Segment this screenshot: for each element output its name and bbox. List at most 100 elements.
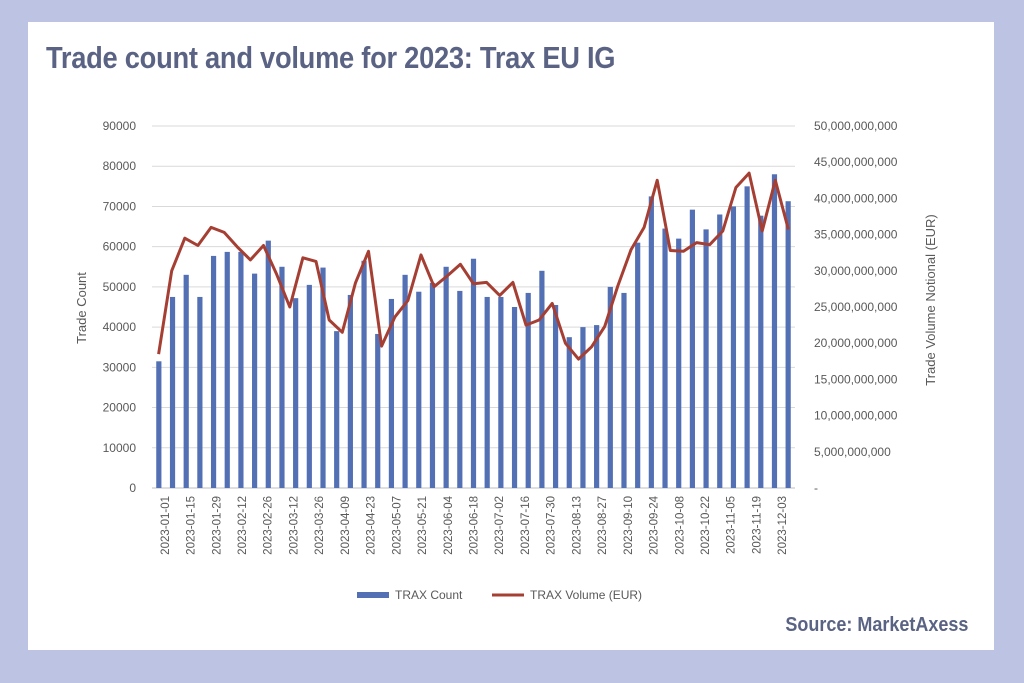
y2-tick-label: - xyxy=(814,481,818,495)
bar xyxy=(402,274,408,488)
bar xyxy=(347,294,353,488)
y2-tick-label: 50,000,000,000 xyxy=(814,119,898,133)
y-axis-label: Trade Count xyxy=(74,272,89,344)
x-tick-label: 2023-08-13 xyxy=(571,496,583,555)
x-tick-label: 2023-06-04 xyxy=(443,495,455,554)
bar xyxy=(306,284,312,488)
y2-tick-label: 10,000,000,000 xyxy=(814,409,898,423)
x-tick-label: 2023-04-23 xyxy=(366,496,378,555)
y2-tick-label: 35,000,000,000 xyxy=(814,228,898,242)
bar xyxy=(511,307,518,488)
bar xyxy=(265,240,271,488)
x-tick-label: 2023-12-03 xyxy=(777,496,789,555)
bar xyxy=(566,337,572,488)
bar-series-trax-count xyxy=(156,174,791,489)
y2-tick-label: 45,000,000,000 xyxy=(814,155,898,169)
y-tick-label: 20000 xyxy=(103,401,137,415)
y2-tick-label: 5,000,000,000 xyxy=(814,445,891,459)
bar xyxy=(238,251,244,488)
bar xyxy=(785,201,791,488)
x-tick-label: 2023-02-12 xyxy=(237,496,249,555)
page-title: Trade count and volume for 2023: Trax EU… xyxy=(46,40,616,75)
bar xyxy=(183,274,189,488)
bar xyxy=(334,331,340,488)
bar xyxy=(758,215,764,488)
bar xyxy=(594,325,600,488)
y-tick-label: 30000 xyxy=(103,360,137,374)
bar xyxy=(252,273,258,488)
y-tick-label: 90000 xyxy=(103,119,137,133)
bar xyxy=(662,228,668,489)
x-tick-label: 2023-11-19 xyxy=(751,496,763,554)
x-tick-label: 2023-02-26 xyxy=(263,496,275,555)
x-tick-label: 2023-03-12 xyxy=(289,496,301,555)
bar xyxy=(156,361,162,488)
x-tick-label: 2023-08-27 xyxy=(597,496,609,555)
bar xyxy=(771,174,778,488)
bar xyxy=(607,286,613,488)
bar xyxy=(457,290,463,488)
bar xyxy=(279,266,285,488)
y-tick-label: 50000 xyxy=(103,280,137,294)
y-tick-label: 40000 xyxy=(103,320,137,334)
bar xyxy=(416,291,422,488)
source-label: Source: MarketAxess xyxy=(784,614,968,636)
y2-tick-label: 25,000,000,000 xyxy=(814,300,898,314)
legend-label-trax-volume: TRAX Volume (EUR) xyxy=(530,588,642,602)
chart-panel xyxy=(28,22,994,650)
bar xyxy=(580,327,586,488)
bar xyxy=(689,209,695,488)
bar xyxy=(361,260,367,488)
x-tick-label: 2023-06-18 xyxy=(469,496,481,555)
legend: TRAX Count TRAX Volume (EUR) xyxy=(357,588,642,602)
y2-tick-label: 15,000,000,000 xyxy=(814,372,898,386)
bar xyxy=(320,267,326,488)
x-tick-label: 2023-01-01 xyxy=(160,496,172,555)
bar xyxy=(224,251,230,488)
line-series-trax-volume xyxy=(157,171,790,361)
bar xyxy=(293,298,299,488)
bar xyxy=(744,186,750,489)
bar xyxy=(498,296,504,488)
bar xyxy=(470,258,477,488)
x-tick-label: 2023-01-29 xyxy=(211,496,223,555)
y2-tick-label: 30,000,000,000 xyxy=(814,264,898,278)
bar xyxy=(621,292,627,488)
x-tick-label: 2023-11-05 xyxy=(726,496,738,554)
left-axis-ticks: 0 10000 20000 30000 40000 50000 60000 70000 8000… xyxy=(103,119,137,495)
bar xyxy=(703,229,709,489)
y-tick-label: 10000 xyxy=(103,441,137,455)
y2-axis-label: Trade Volume Notional (EUR) xyxy=(923,214,938,385)
bar xyxy=(717,214,723,488)
x-tick-label: 2023-07-30 xyxy=(546,496,558,555)
bar xyxy=(443,266,449,488)
y2-tick-label: 20,000,000,000 xyxy=(814,336,898,350)
x-tick-label: 2023-07-02 xyxy=(494,496,506,555)
bar xyxy=(676,238,682,488)
y-tick-label: 60000 xyxy=(103,240,137,254)
x-tick-label: 2023-10-08 xyxy=(674,496,686,555)
x-tick-label: 2023-09-10 xyxy=(623,496,635,555)
bar xyxy=(552,304,559,488)
x-tick-label: 2023-07-16 xyxy=(520,496,532,555)
x-tick-label: 2023-05-21 xyxy=(417,496,429,555)
x-tick-label: 2023-09-24 xyxy=(649,495,661,554)
bar xyxy=(169,296,176,488)
x-tick-label: 2023-04-09 xyxy=(340,496,352,555)
bar xyxy=(635,242,641,488)
bar xyxy=(484,296,490,488)
bar xyxy=(648,196,654,488)
bar xyxy=(525,292,531,488)
right-axis-ticks: - 5,000,000,000 10,000,000,000 15,000,000,0… xyxy=(814,119,898,495)
bar xyxy=(210,255,217,488)
bar xyxy=(730,206,737,488)
y-tick-label: 80000 xyxy=(103,159,137,173)
bar xyxy=(375,333,381,488)
volume-line xyxy=(157,171,790,361)
bar xyxy=(197,296,203,488)
legend-label-trax-count: TRAX Count xyxy=(395,588,463,602)
x-tick-label: 2023-03-26 xyxy=(314,496,326,555)
x-axis-ticks: 2023-01-01 2023-01-15 2023-01-29 2023-02-12… xyxy=(160,495,789,554)
y2-tick-label: 40,000,000,000 xyxy=(814,191,898,205)
